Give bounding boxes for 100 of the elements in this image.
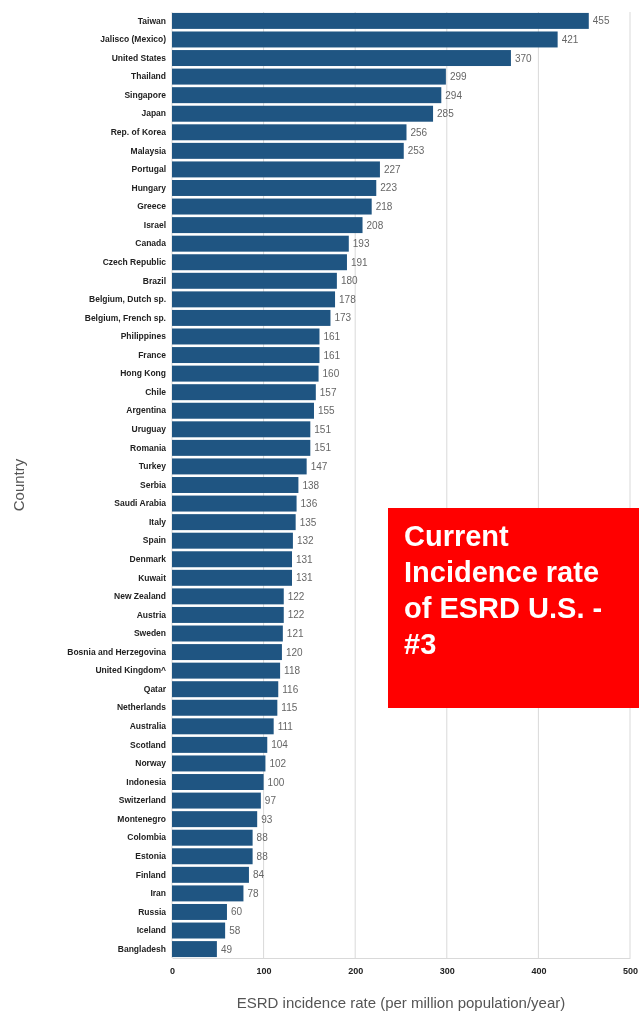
y-tick-label: Greece (137, 201, 167, 212)
data-label: 116 (282, 683, 299, 695)
y-axis-title: Country (10, 458, 27, 512)
data-label: 294 (445, 89, 463, 101)
bar (172, 569, 292, 586)
x-axis-title: ESRD incidence rate (per million population/year) (236, 994, 566, 1011)
y-tick-label: Singapore (124, 89, 167, 100)
bar (172, 774, 264, 790)
y-tick-label: Taiwan (137, 15, 166, 26)
data-label: 161 (323, 330, 341, 342)
bar (172, 31, 558, 48)
y-tick-label: Romania (130, 442, 167, 453)
y-tick-label: Brazil (142, 275, 166, 286)
bar (172, 532, 293, 549)
y-tick-label: Kuwait (138, 572, 167, 583)
bar (172, 235, 349, 252)
data-label: 58 (229, 925, 241, 937)
data-label: 193 (352, 238, 370, 250)
data-label: 455 (592, 15, 610, 27)
y-tick-label: Uruguay (131, 424, 167, 435)
y-tick-label: Australia (129, 721, 167, 732)
data-label: 122 (287, 590, 305, 602)
data-label: 285 (437, 108, 455, 120)
bar (172, 142, 404, 159)
bar (172, 402, 314, 419)
data-label: 84 (252, 869, 265, 881)
data-label: 88 (256, 850, 269, 862)
y-tick-label: Hong Kong (120, 368, 166, 379)
data-label: 78 (247, 887, 260, 899)
bar (172, 866, 249, 883)
bar (172, 365, 319, 382)
x-tick-label: 200 (348, 966, 364, 977)
annotation: Current Incidence rate of ESRD U.S. - #3 (388, 508, 639, 708)
data-label: 421 (561, 33, 579, 45)
y-tick-label: Chile (145, 386, 167, 397)
data-label: 138 (302, 479, 320, 491)
data-label: 122 (287, 609, 305, 621)
bar (172, 848, 253, 865)
bar (172, 477, 299, 493)
x-tick-label: 100 (256, 966, 272, 977)
bar (172, 180, 377, 196)
y-tick-label: Jalisco (Mexico) (100, 34, 167, 45)
data-label: 97 (264, 795, 277, 807)
y-tick-label: Canada (135, 238, 167, 249)
y-tick-label: Argentina (126, 405, 167, 416)
bar (172, 588, 284, 605)
x-tick-label: 300 (439, 966, 455, 977)
data-label: 223 (380, 182, 398, 194)
data-label: 120 (285, 646, 304, 658)
x-tick-label: 500 (622, 966, 639, 977)
x-tick-label: 0 (169, 966, 176, 977)
y-tick-label: Sweden (133, 628, 166, 639)
data-label: 208 (366, 219, 384, 231)
y-tick-label: Philippines (120, 331, 167, 342)
y-tick-label: Serbia (140, 479, 167, 490)
y-tick-label: France (138, 349, 167, 360)
bar (172, 439, 311, 456)
data-label: 299 (449, 71, 468, 83)
data-label: 147 (310, 460, 328, 472)
bar (172, 736, 268, 753)
bar (172, 495, 297, 512)
y-tick-label: Colombia (127, 832, 167, 843)
data-label: 49 (220, 943, 233, 955)
y-tick-label: Denmark (129, 553, 167, 564)
bar (172, 124, 407, 141)
y-tick-label: Finland (135, 869, 166, 880)
y-tick-label: Israel (143, 219, 166, 230)
data-label: 161 (323, 349, 341, 361)
bar (172, 161, 380, 178)
bar (172, 829, 253, 846)
bar (172, 87, 442, 104)
bar (172, 291, 336, 308)
y-tick-label: Italy (148, 516, 167, 527)
y-tick-label: New Zealand (114, 591, 166, 602)
data-label: 88 (256, 832, 269, 844)
data-label: 151 (314, 442, 332, 454)
data-label: 253 (407, 145, 425, 157)
data-label: 118 (284, 665, 301, 677)
y-tick-label: Bosnia and Herzegovina (67, 646, 167, 657)
data-label: 115 (281, 702, 298, 714)
bar (172, 644, 282, 661)
y-tick-label: Spain (142, 535, 166, 546)
data-label: 191 (350, 256, 369, 268)
bar (172, 811, 258, 828)
bar (172, 272, 337, 289)
y-tick-label: Scotland (130, 739, 166, 750)
y-tick-label: Austria (136, 609, 167, 620)
bar (172, 681, 279, 698)
y-tick-label: Rep. of Korea (110, 127, 167, 138)
bar (172, 551, 292, 568)
data-label: 173 (334, 312, 352, 324)
y-tick-label: Thailand (131, 71, 166, 82)
bar (172, 792, 261, 809)
bar (172, 625, 283, 642)
bar (172, 328, 320, 345)
y-tick-label: Czech Republic (102, 256, 167, 267)
data-label: 151 (314, 423, 332, 435)
y-tick-label: Norway (135, 758, 167, 769)
data-label: 370 (514, 52, 533, 64)
data-label: 180 (340, 275, 358, 287)
